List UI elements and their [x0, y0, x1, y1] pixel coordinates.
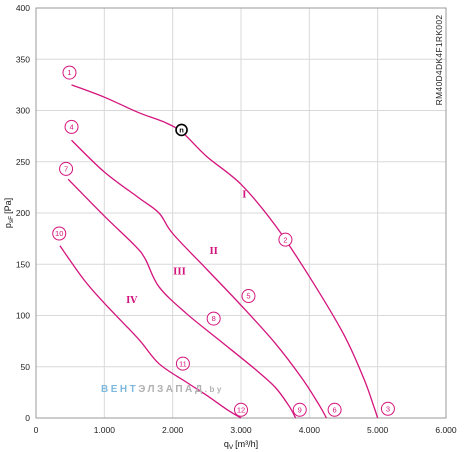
marker-circle-4 — [64, 119, 79, 134]
x-tick-label-6: 6.000 — [435, 425, 457, 435]
marker-n: n — [175, 123, 188, 137]
y-tick-labels: 0 50 100 150 200 250 300 350 400 — [16, 3, 30, 423]
series-label-II: II — [209, 247, 217, 257]
marker-circle-7 — [59, 161, 74, 176]
y-tick-label-3: 150 — [16, 259, 30, 269]
model-code: RM40D4DK4F1RK002 — [434, 15, 444, 106]
watermark: ВЕНТЭЛЗАПАД.by — [101, 384, 224, 395]
series-label-III: III — [173, 268, 186, 278]
y-tick-label-7: 350 — [16, 54, 30, 64]
marker-label-n: n — [179, 126, 184, 135]
x-axis-label: qV [m³/h] — [224, 439, 258, 451]
marker-label-5: 5 — [246, 292, 250, 301]
x-tick-label-1: 1.000 — [94, 425, 116, 435]
marker-12: 12 — [234, 402, 248, 417]
curve-II — [71, 139, 327, 419]
marker-circle-1 — [62, 65, 77, 80]
marker-label-7: 7 — [64, 165, 68, 174]
marker-label-6: 6 — [333, 405, 337, 414]
y-tick-label-5: 250 — [16, 157, 30, 167]
x-tick-label-3: 3.000 — [230, 425, 252, 435]
y-tick-label-6: 300 — [16, 106, 30, 116]
grid — [35, 7, 447, 419]
x-tick-label-5: 5.000 — [367, 425, 389, 435]
y-tick-label-2: 100 — [16, 311, 30, 321]
marker-circle-2 — [278, 232, 293, 247]
marker-10: 10 — [52, 226, 67, 241]
x-tick-label-2: 2.000 — [162, 425, 184, 435]
marker-label-3: 3 — [386, 404, 390, 413]
marker-circle-11 — [175, 356, 190, 371]
marker-label-8: 8 — [212, 314, 216, 323]
marker-circle-9 — [292, 402, 307, 417]
curve-IV — [59, 245, 242, 419]
y-tick-label-8: 400 — [16, 3, 30, 13]
curve-I — [71, 84, 379, 419]
x-tick-labels: 0 1.000 2.000 3.000 4.000 5.000 6.000 — [34, 425, 457, 435]
marker-9: 9 — [292, 402, 307, 417]
marker-1: 1 — [62, 65, 77, 80]
marker-label-11: 11 — [179, 359, 187, 368]
marker-circle-5 — [241, 289, 256, 304]
marker-circle-6 — [327, 402, 342, 417]
series-label-I: I — [242, 191, 246, 201]
marker-label-4: 4 — [69, 123, 73, 132]
series-label-IV: IV — [126, 296, 138, 306]
x-tick-label-0: 0 — [34, 425, 39, 435]
marker-4: 4 — [64, 119, 79, 134]
y-tick-label-0: 0 — [25, 413, 30, 423]
y-tick-label-4: 200 — [16, 208, 30, 218]
marker-circle-10 — [52, 226, 67, 241]
marker-8: 8 — [206, 311, 221, 326]
y-tick-label-1: 50 — [21, 362, 31, 372]
marker-label-12: 12 — [237, 405, 245, 414]
marker-3: 3 — [380, 401, 395, 416]
marker-7: 7 — [59, 161, 74, 176]
marker-11: 11 — [175, 356, 190, 371]
y-axis-label: psF[Pa] — [3, 198, 15, 228]
curves — [59, 84, 379, 419]
marker-circle-3 — [380, 401, 395, 416]
marker-label-2: 2 — [283, 235, 287, 244]
marker-circle-8 — [206, 311, 221, 326]
marker-label-9: 9 — [298, 405, 302, 414]
marker-2: 2 — [278, 232, 293, 247]
curve-markers: 1 4 7 10 n 2 5 8 11 12 9 6 3 — [52, 65, 395, 417]
marker-label-10: 10 — [55, 229, 63, 238]
marker-circle-12 — [234, 402, 248, 417]
curve-III — [67, 178, 297, 419]
marker-5: 5 — [241, 289, 256, 304]
marker-label-1: 1 — [67, 68, 71, 77]
x-tick-label-4: 4.000 — [299, 425, 321, 435]
marker-6: 6 — [327, 402, 342, 417]
marker-circle-n — [175, 123, 188, 137]
